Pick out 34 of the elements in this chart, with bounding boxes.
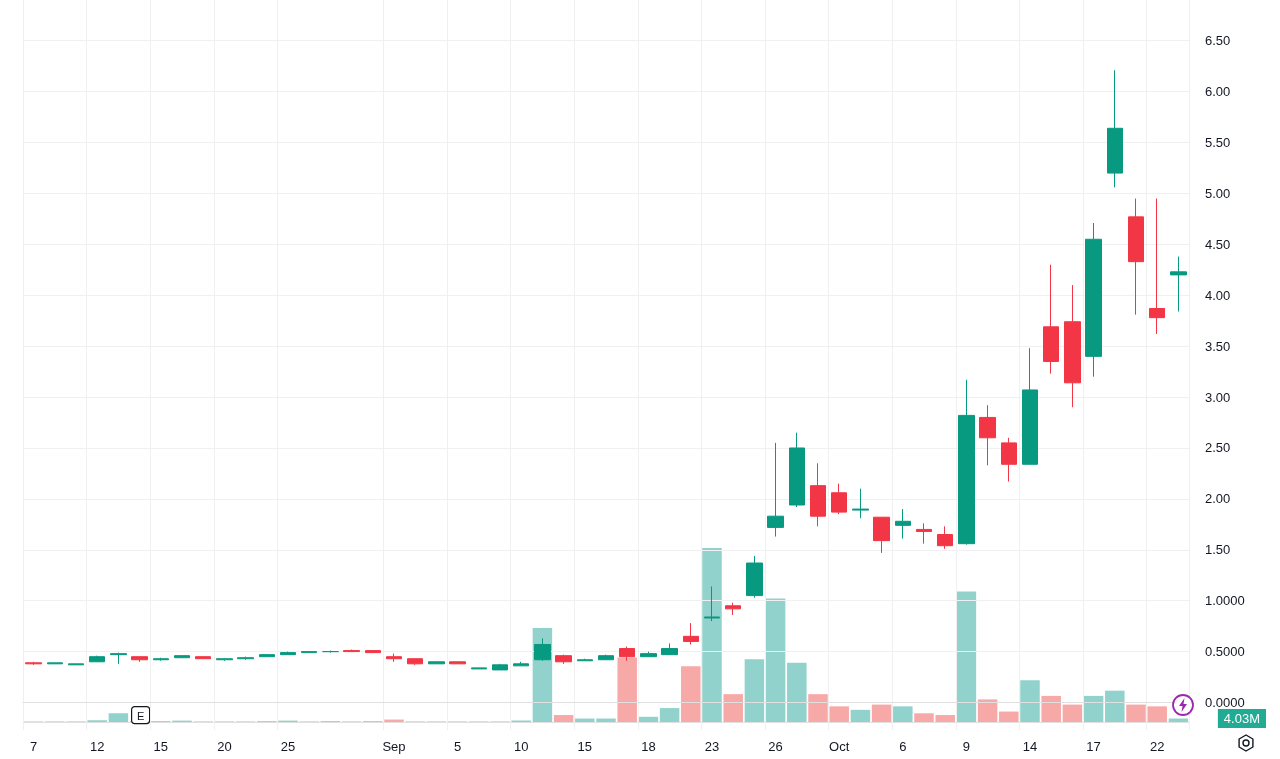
x-tick-label: 6 xyxy=(899,739,907,754)
x-tick-label: 15 xyxy=(153,739,169,754)
y-tick-label: 5.50 xyxy=(1205,135,1231,151)
x-tick-label: 10 xyxy=(513,739,529,754)
x-tick-label: 18 xyxy=(641,739,656,754)
y-tick-label: 6.50 xyxy=(1205,33,1231,49)
x-tick-label: 25 xyxy=(280,739,296,754)
annotation: E xyxy=(136,709,145,722)
x-tick-label: 15 xyxy=(577,739,593,754)
x-tick-label: 26 xyxy=(768,739,783,754)
x-tick-label: Sep xyxy=(382,739,406,754)
y-tick-label: 2.00 xyxy=(1205,491,1231,507)
y-tick-label: 2.50 xyxy=(1205,440,1231,456)
y-tick-label: 6.00 xyxy=(1205,84,1231,100)
y-tick-label: 4.50 xyxy=(1205,236,1231,252)
y-tick-label: 1.0000 xyxy=(1205,593,1245,609)
x-tick-label: 20 xyxy=(217,739,232,754)
x-tick-label: 5 xyxy=(453,739,462,754)
x-tick-label: 12 xyxy=(89,739,105,754)
y-tick-label: 1.50 xyxy=(1205,542,1231,558)
y-tick-label: 3.50 xyxy=(1205,338,1231,354)
y-tick-label: 0.5000 xyxy=(1205,644,1245,660)
y-tick-label: 4.00 xyxy=(1205,287,1231,303)
x-tick-label: 14 xyxy=(1022,739,1038,754)
y-tick-label: 3.00 xyxy=(1205,389,1231,405)
text: 4.03M xyxy=(1223,711,1261,726)
x-tick-label: 7 xyxy=(29,739,38,754)
y-tick-label: 5.00 xyxy=(1205,185,1231,201)
x-tick-label: 17 xyxy=(1086,739,1101,754)
y-tick-label: 0.0000 xyxy=(1205,695,1245,711)
x-tick-label: 22 xyxy=(1149,739,1165,754)
x-tick-label: 23 xyxy=(704,739,720,754)
x-tick-label: Oct xyxy=(829,739,850,754)
x-tick-label: 9 xyxy=(962,739,971,754)
